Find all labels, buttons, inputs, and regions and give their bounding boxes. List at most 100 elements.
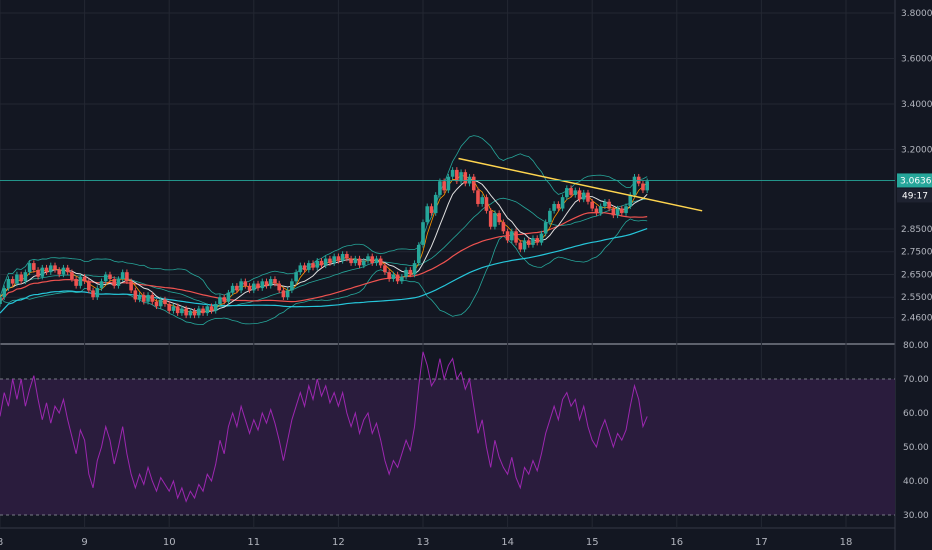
candle-body xyxy=(493,213,497,227)
x-tick-label: 17 xyxy=(755,537,768,548)
candle-body xyxy=(455,169,459,182)
candle-body xyxy=(247,285,252,291)
candle-body xyxy=(459,172,463,182)
candle-body xyxy=(19,274,23,282)
x-tick-label: 15 xyxy=(586,537,599,548)
candle-body xyxy=(120,272,125,280)
candle-body xyxy=(370,256,375,264)
candle-body xyxy=(226,292,231,302)
candle-body xyxy=(239,281,243,291)
candle-body xyxy=(433,194,438,214)
y-tick-label: 2.8500 xyxy=(901,225,932,235)
candle-body xyxy=(2,288,7,298)
candle-body xyxy=(598,206,603,214)
candle-body xyxy=(116,279,121,286)
candle-body xyxy=(10,279,15,284)
y-tick-label: 3.6000 xyxy=(901,54,932,64)
candle-body xyxy=(65,267,70,273)
candle-body xyxy=(315,260,320,268)
candle-body xyxy=(78,276,83,286)
candle-body xyxy=(290,281,294,291)
candle-body xyxy=(391,274,396,280)
candle-body xyxy=(27,263,32,273)
candle-body xyxy=(429,206,434,214)
candle-body xyxy=(311,263,315,268)
candle-body xyxy=(510,231,514,241)
candle-body xyxy=(103,274,108,282)
candle-body xyxy=(471,176,476,191)
candle-body xyxy=(328,258,332,264)
ma-teal xyxy=(0,227,648,314)
bollinger-basis xyxy=(0,197,648,307)
candle-body xyxy=(167,304,171,311)
candle-body xyxy=(218,297,222,305)
candle-body xyxy=(15,274,19,284)
x-tick-label: 8 xyxy=(0,537,3,548)
candle-body xyxy=(374,258,379,264)
candle-body xyxy=(463,172,468,184)
candle-body xyxy=(336,256,341,261)
candle-body xyxy=(438,181,442,195)
candle-body xyxy=(611,208,616,216)
candle-body xyxy=(129,281,133,291)
candle-body xyxy=(175,306,180,314)
candle-body xyxy=(273,279,277,284)
candle-body xyxy=(332,256,336,264)
candle-body xyxy=(268,279,273,286)
candle-body xyxy=(302,265,307,270)
x-tick-label: 12 xyxy=(332,537,345,548)
candle-body xyxy=(142,294,146,302)
candle-body xyxy=(446,176,451,191)
candle-body xyxy=(408,269,413,275)
y-tick-label: 2.4600 xyxy=(901,314,932,324)
candle-body xyxy=(488,210,493,227)
candle-body xyxy=(383,265,387,273)
candle-body xyxy=(264,281,269,286)
candle-body xyxy=(74,279,78,286)
candle-body xyxy=(345,254,349,259)
candle-body xyxy=(112,279,117,286)
candle-body xyxy=(378,258,383,266)
candle-body xyxy=(133,290,138,300)
candle-body xyxy=(91,290,95,298)
candle-body xyxy=(319,260,324,266)
candle-body xyxy=(514,231,518,243)
x-tick-label: 9 xyxy=(81,537,87,548)
candle-body xyxy=(252,283,256,291)
rsi-tick-label: 70.00 xyxy=(903,375,929,385)
candle-body xyxy=(480,197,485,204)
candle-body xyxy=(188,310,193,316)
candle-body xyxy=(256,283,260,289)
candle-body xyxy=(404,269,408,277)
rsi-tick-label: 60.00 xyxy=(903,409,929,419)
candle-body xyxy=(607,201,611,209)
candle-body xyxy=(395,274,400,282)
y-tick-label: 2.7500 xyxy=(901,248,932,258)
candle-body xyxy=(357,258,362,266)
candle-body xyxy=(421,222,425,245)
candle-body xyxy=(201,308,205,314)
candle-body xyxy=(158,299,163,307)
candle-body xyxy=(400,276,404,282)
candle-body xyxy=(260,281,265,289)
rsi-tick-label: 40.00 xyxy=(903,477,929,487)
candle-body xyxy=(628,194,633,207)
y-tick-label: 3.8000 xyxy=(901,9,932,19)
candle-body xyxy=(539,233,544,243)
trendline xyxy=(458,157,703,212)
candle-body xyxy=(281,290,286,298)
candle-body xyxy=(349,258,353,264)
candle-body xyxy=(87,281,91,291)
candle-body xyxy=(57,269,62,275)
rsi-tick-label: 50.00 xyxy=(903,443,929,453)
candle-body xyxy=(205,306,210,314)
candle-body xyxy=(442,181,446,191)
ma-orange xyxy=(0,174,648,313)
candle-body xyxy=(543,222,548,234)
y-tick-label: 2.6500 xyxy=(901,270,932,280)
candle-body xyxy=(40,267,45,277)
candle-body xyxy=(476,190,480,204)
candle-body xyxy=(99,281,104,289)
x-tick-label: 16 xyxy=(670,537,683,548)
axes: 3.8000 3.6000 3.4000 3.2000 2.8500 2.7500 2.65… xyxy=(0,9,932,548)
